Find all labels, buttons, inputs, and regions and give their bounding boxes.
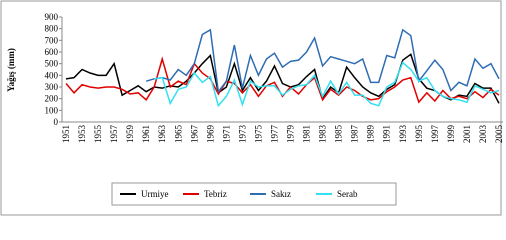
x-tick-label: 1961: [141, 125, 151, 143]
x-tick-label: 1967: [189, 125, 199, 144]
x-tick-label: 1963: [157, 125, 167, 144]
x-tick-label: 1983: [318, 125, 328, 144]
y-axis-label: Yağış (mm): [6, 48, 16, 92]
y-tick-label: 300: [45, 82, 59, 92]
x-tick-label: 1965: [173, 125, 183, 144]
series-line: [65, 56, 500, 104]
x-tick-label: 1999: [446, 125, 456, 144]
x-tick-label: 1951: [61, 125, 71, 143]
series-line: [145, 28, 500, 94]
x-tick-label: 2003: [478, 125, 488, 144]
x-tick-label: 1975: [253, 125, 263, 144]
y-tick-label: 500: [45, 59, 59, 69]
series-line: [154, 61, 500, 108]
x-tick-label: 1981: [302, 125, 312, 143]
x-tick-label: 1959: [125, 125, 135, 144]
x-tick-label: 1987: [350, 125, 360, 144]
x-tick-label: 1985: [334, 125, 344, 144]
legend-label: Serab: [337, 189, 358, 199]
x-tick-label: 1957: [109, 125, 119, 144]
legend-label: Sakız: [271, 189, 291, 199]
y-tick-label: 400: [45, 70, 59, 80]
x-tick-label: 1953: [77, 125, 87, 144]
y-tick-label: 200: [45, 94, 59, 104]
legend-label: Urmiye: [141, 189, 169, 199]
y-tick-label: 700: [45, 35, 59, 45]
y-tick-label: 100: [45, 105, 59, 115]
chart-border: [0, 0, 502, 216]
y-tick-label: 0: [54, 117, 59, 127]
series-line: [65, 53, 500, 104]
legend-box: [111, 182, 397, 206]
x-tick-label: 1997: [430, 125, 440, 144]
x-tick-label: 1989: [366, 125, 376, 144]
x-tick-label: 1971: [221, 125, 231, 143]
x-tick-label: 1995: [414, 125, 424, 144]
x-tick-label: 1977: [269, 125, 279, 144]
legend-label: Tebriz: [204, 189, 227, 199]
x-tick-label: 1993: [398, 125, 408, 144]
x-tick-label: 1991: [382, 125, 392, 143]
x-tick-label: 2005: [494, 125, 504, 144]
x-tick-label: 1969: [205, 125, 215, 144]
y-tick-label: 600: [45, 47, 59, 57]
page: Yağış (mm) 0 100 200 300 400 500 600 700 800 900 1…: [0, 0, 504, 216]
y-tick-label: 800: [45, 24, 59, 34]
y-tick-label: 900: [45, 12, 59, 22]
x-tick-label: 1979: [286, 125, 296, 144]
x-tick-label: 1955: [93, 125, 103, 144]
x-tick-label: 2001: [462, 125, 472, 143]
x-tick-label: 1973: [237, 125, 247, 144]
